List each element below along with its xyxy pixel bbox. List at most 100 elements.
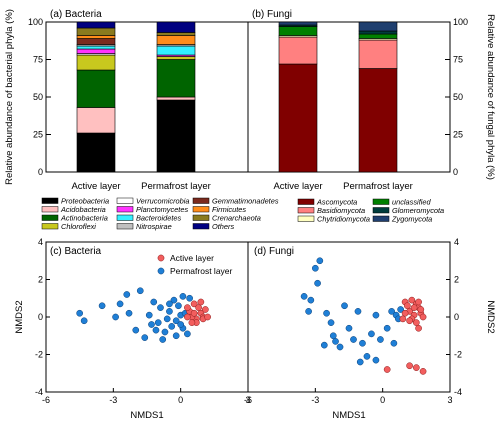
panel-d-points: [300, 257, 427, 375]
x-tick-label: 0: [380, 395, 385, 405]
permafrost-layer-point: [314, 279, 321, 287]
y-tick-label: 50: [33, 92, 43, 102]
y-tick-label: 25: [33, 130, 43, 140]
active-layer-point: [412, 364, 420, 371]
bar-segment: [76, 107, 116, 134]
y-tick-label: 0: [38, 312, 43, 322]
bar-segment: [358, 68, 398, 173]
y-tick-label: 4: [38, 237, 43, 247]
legend-label: Chytridiomycota: [317, 214, 370, 223]
permafrost-layer-point: [300, 293, 308, 300]
permafrost-layer-point: [150, 298, 158, 306]
permafrost-layer-point: [397, 306, 404, 313]
panel-a-frame: [45, 21, 249, 173]
panel-b-title: (b) Fungi: [252, 9, 292, 20]
legend-swatch: [116, 223, 134, 230]
active-layer-point: [404, 302, 411, 310]
panel-b-ylabel: Relative abundance of fungal phyla (%): [485, 14, 496, 180]
legend-layers: Active layer Permafrost layer: [157, 253, 233, 276]
permafrost-layer-point: [145, 311, 153, 319]
active-layer-point: [419, 313, 427, 321]
bar-segment: [278, 36, 318, 65]
panel-d-xlabel: NMDS1: [332, 410, 365, 421]
bar-segment: [76, 35, 116, 39]
permafrost-layer-point: [154, 319, 162, 326]
active-layer-point: [410, 304, 418, 311]
y-tick-label: 0: [454, 312, 459, 322]
active-layer-point: [184, 304, 191, 311]
legend-active-marker: [157, 254, 165, 262]
bar-segment: [156, 96, 196, 101]
bar-segment: [156, 32, 196, 36]
permafrost-layer-point: [372, 356, 380, 364]
permafrost-layer-point: [177, 321, 185, 328]
permafrost-layer-point: [170, 296, 178, 304]
bar-segment: [76, 45, 116, 50]
category-label: Permafrost layer: [141, 181, 211, 192]
legend-swatch: [192, 214, 210, 221]
y-tick-label: -2: [454, 350, 462, 360]
legend-label: Crenarchaeota: [212, 213, 261, 222]
panel-a-title: (a) Bacteria: [50, 9, 102, 20]
panel-a-axes: Active layer Permafrost layer 0 25 50 75 100: [28, 17, 211, 192]
permafrost-layer-point: [388, 308, 395, 315]
permafrost-layer-point: [363, 353, 371, 360]
legend-label: Bacteroidetes: [136, 213, 181, 222]
panel-b-axes: Active layer Permafrost layer 0 25 50 75 100: [273, 17, 468, 192]
permafrost-layer-point: [345, 324, 353, 332]
legend-swatch: [372, 215, 390, 222]
legend-swatch: [297, 215, 315, 222]
legend-swatch: [41, 197, 59, 204]
panel-b-frame: [247, 21, 451, 173]
x-tick-label: -3: [109, 395, 117, 405]
bar-segment: [76, 38, 116, 45]
legend-swatch: [41, 206, 59, 213]
panel-c-xlabel: NMDS1: [130, 410, 163, 421]
active-layer-point: [419, 368, 427, 375]
permafrost-layer-point: [136, 287, 144, 295]
permafrost-layer-point: [323, 309, 330, 317]
panel-d-ylabel: NMDS2: [485, 300, 496, 333]
y-tick-label: 2: [38, 275, 43, 285]
active-layer-point: [190, 309, 198, 317]
active-layer-point: [190, 300, 198, 308]
active-layer-point: [197, 298, 205, 306]
permafrost-layer-point: [341, 302, 348, 310]
permafrost-layer-point: [327, 319, 335, 326]
permafrost-layer-point: [172, 332, 180, 340]
permafrost-layer-point: [152, 326, 160, 334]
active-layer-point: [406, 362, 413, 370]
panel-a-ylabel: Relative abundance of bacterial phyla (%…: [4, 9, 15, 185]
x-tick-label: 3: [447, 395, 452, 405]
permafrost-layer-point: [161, 328, 169, 336]
bar-segment: [76, 69, 116, 108]
x-tick-label: -6: [244, 395, 252, 405]
permafrost-layer-point: [166, 300, 173, 308]
panel-a-bars: [76, 21, 196, 173]
permafrost-layer-point: [125, 309, 133, 317]
permafrost-layer-point: [123, 291, 131, 298]
permafrost-layer-point: [141, 334, 149, 341]
permafrost-layer-point: [354, 308, 362, 315]
active-layer-point: [383, 366, 391, 373]
bar-segment: [156, 59, 196, 98]
legend-swatch: [297, 198, 315, 205]
legend-swatch: [41, 214, 59, 221]
legend-label: Proteobacteria: [61, 196, 109, 205]
active-layer-point: [406, 317, 413, 325]
x-tick-label: -6: [42, 395, 50, 405]
permafrost-layer-point: [311, 264, 319, 272]
legend-label: Ascomycota: [316, 197, 357, 206]
y-tick-label: 0: [38, 167, 43, 177]
y-tick-label: -4: [35, 387, 43, 397]
legend-active-label: Active layer: [170, 253, 214, 263]
y-tick-label: 50: [453, 92, 463, 102]
legend-label: Nitrospirae: [136, 222, 172, 231]
permafrost-layer-point: [76, 309, 84, 317]
bar-segment: [358, 39, 398, 69]
legend-swatch: [192, 206, 210, 213]
permafrost-layer-point: [116, 300, 124, 308]
permafrost-layer-point: [148, 321, 155, 328]
permafrost-layer-point: [184, 330, 191, 338]
